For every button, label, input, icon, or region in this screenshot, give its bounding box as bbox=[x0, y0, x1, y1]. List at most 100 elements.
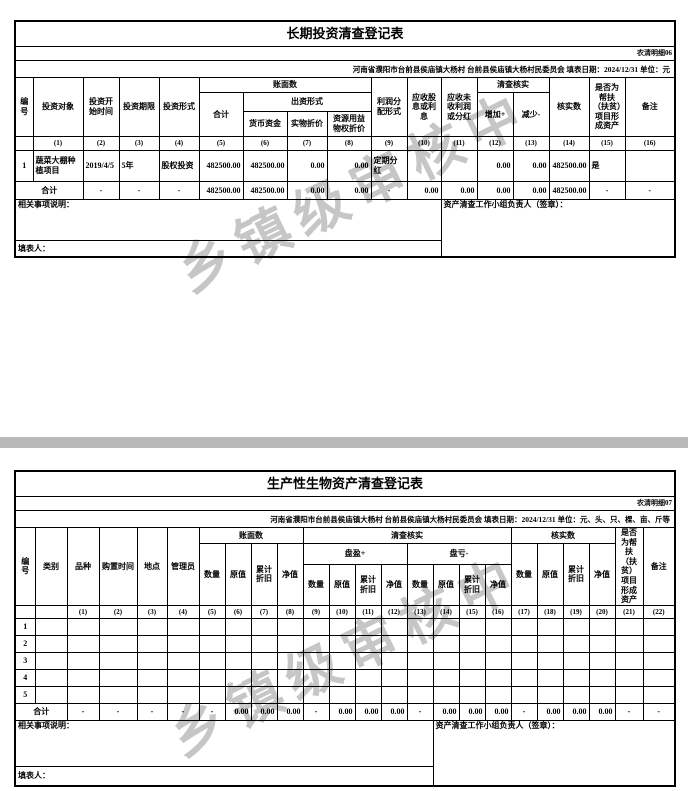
table-cell: - bbox=[642, 702, 676, 721]
table-cell: (12) bbox=[476, 136, 514, 151]
value-cell: 0.00 bbox=[286, 150, 328, 182]
column-number-row: (1) (2) (3) (4) (5) (6) (7) (8) (9) (10) (11) (12)(… bbox=[14, 604, 676, 619]
table-cell bbox=[642, 634, 676, 653]
table-cell bbox=[276, 617, 304, 636]
table-cell bbox=[432, 651, 460, 670]
table-cell bbox=[614, 668, 644, 687]
table-cell bbox=[328, 651, 356, 670]
table-cell: (3) bbox=[136, 604, 168, 619]
table-cell: 2019/4/5 bbox=[82, 150, 120, 182]
header-profit-distribution: 利润分配形式 bbox=[370, 77, 408, 137]
table-cell bbox=[166, 668, 200, 687]
table-cell bbox=[484, 634, 512, 653]
table-cell bbox=[484, 668, 512, 687]
table-cell: 合计 bbox=[14, 181, 84, 200]
table-cell bbox=[98, 685, 138, 704]
table-cell bbox=[328, 668, 356, 687]
form-filler-cell: 填表人： bbox=[14, 765, 434, 787]
table-cell bbox=[588, 668, 616, 687]
table-cell: (1) bbox=[32, 136, 84, 151]
table-cell bbox=[34, 668, 68, 687]
table-cell bbox=[432, 617, 460, 636]
table-cell bbox=[224, 617, 252, 636]
table-cell: 是 bbox=[588, 150, 626, 182]
table-cell bbox=[536, 685, 564, 704]
table-cell bbox=[614, 617, 644, 636]
table-cell bbox=[66, 634, 100, 653]
form-filler-cell: 填表人： bbox=[14, 240, 442, 258]
table-header-row: 编号 类别 品种 购置时间 地点 管理员 账面数 清查核实 核实数 是否为帮扶（… bbox=[14, 527, 676, 606]
header-quantity: 数量 bbox=[198, 543, 226, 606]
table-cell bbox=[166, 685, 200, 704]
table-cell bbox=[98, 651, 138, 670]
table-cell bbox=[536, 651, 564, 670]
table-cell: - bbox=[370, 181, 408, 200]
table-row: 3 bbox=[14, 651, 676, 670]
table-cell bbox=[302, 634, 330, 653]
table-cell bbox=[380, 617, 408, 636]
header-original-value: 原值 bbox=[536, 543, 564, 606]
value-cell: 0.00 bbox=[588, 702, 616, 721]
table-cell bbox=[458, 651, 486, 670]
header-poverty-project: 是否为帮扶（扶贫）项目形成资产 bbox=[614, 527, 644, 606]
header-seq-no: 编号 bbox=[14, 77, 34, 137]
table-cell: - bbox=[588, 181, 626, 200]
table-cell bbox=[34, 604, 68, 619]
table-cell bbox=[642, 617, 676, 636]
table-cell bbox=[198, 651, 226, 670]
table-cell bbox=[302, 651, 330, 670]
value-cell: 0.00 bbox=[476, 150, 514, 182]
table-cell: - bbox=[158, 181, 200, 200]
table-cell bbox=[166, 651, 200, 670]
table-cell bbox=[562, 634, 590, 653]
table-cell bbox=[224, 668, 252, 687]
value-cell: 0.00 bbox=[562, 702, 590, 721]
table-row: 1 bbox=[14, 617, 676, 636]
table-cell bbox=[510, 617, 538, 636]
table-row: 相关事项说明： 资产清查工作小组负责人（签章）： bbox=[14, 199, 676, 258]
table-cell bbox=[406, 668, 434, 687]
table-cell bbox=[66, 617, 100, 636]
table-cell: (2) bbox=[98, 604, 138, 619]
table-header-row: 数量 原值 累计折旧 净值 盘盈+ 盘亏- 数量 原值 累计折旧 净值 bbox=[15, 543, 675, 606]
value-cell: 0.00 bbox=[536, 702, 564, 721]
header-surplus: 盘盈+ bbox=[302, 543, 408, 565]
header-unreceived-profit: 应收未收利润或分红 bbox=[440, 77, 478, 137]
table-cell bbox=[250, 634, 278, 653]
header-accum-depreciation: 累计折旧 bbox=[458, 563, 486, 606]
table-cell: 蔬菜大棚种植项目 bbox=[32, 150, 84, 182]
table-cell: (20) bbox=[588, 604, 616, 619]
table-row: 生产性生物资产清查登记表 bbox=[14, 470, 676, 497]
table-row: 长期投资清查登记表 bbox=[14, 20, 676, 47]
table-cell bbox=[328, 685, 356, 704]
value-cell: 0.00 bbox=[512, 150, 550, 182]
table-cell bbox=[536, 617, 564, 636]
header-accum-depreciation: 累计折旧 bbox=[562, 543, 590, 606]
table-row: 相关事项说明： 资产清查工作小组负责人（签章）： bbox=[14, 719, 676, 787]
table-cell bbox=[250, 668, 278, 687]
table-cell bbox=[136, 668, 168, 687]
table-cell bbox=[224, 634, 252, 653]
table-cell: - bbox=[118, 181, 160, 200]
table-cell: (10) bbox=[328, 604, 356, 619]
value-cell: 0.00 bbox=[476, 181, 514, 200]
table-cell bbox=[642, 651, 676, 670]
table-row: 4 bbox=[14, 668, 676, 687]
header-net-value: 净值 bbox=[484, 563, 512, 606]
value-cell: 0.00 bbox=[276, 702, 304, 721]
table-cell bbox=[536, 668, 564, 687]
table-cell bbox=[302, 685, 330, 704]
value-cell: 0.00 bbox=[380, 702, 408, 721]
table-cell bbox=[484, 617, 512, 636]
table-cell: (8) bbox=[276, 604, 304, 619]
value-cell: 0.00 bbox=[326, 181, 372, 200]
header-original-value: 原值 bbox=[328, 563, 356, 606]
table-cell: (14) bbox=[548, 136, 590, 151]
table-cell bbox=[166, 634, 200, 653]
table-cell bbox=[198, 685, 226, 704]
header-book-amount: 账面数 bbox=[198, 527, 304, 544]
header-quantity: 数量 bbox=[510, 543, 538, 606]
signature-cell: 资产清查工作小组负责人（签章）： bbox=[432, 719, 676, 787]
table-cell: - bbox=[406, 702, 434, 721]
table-cell: (21) bbox=[614, 604, 644, 619]
